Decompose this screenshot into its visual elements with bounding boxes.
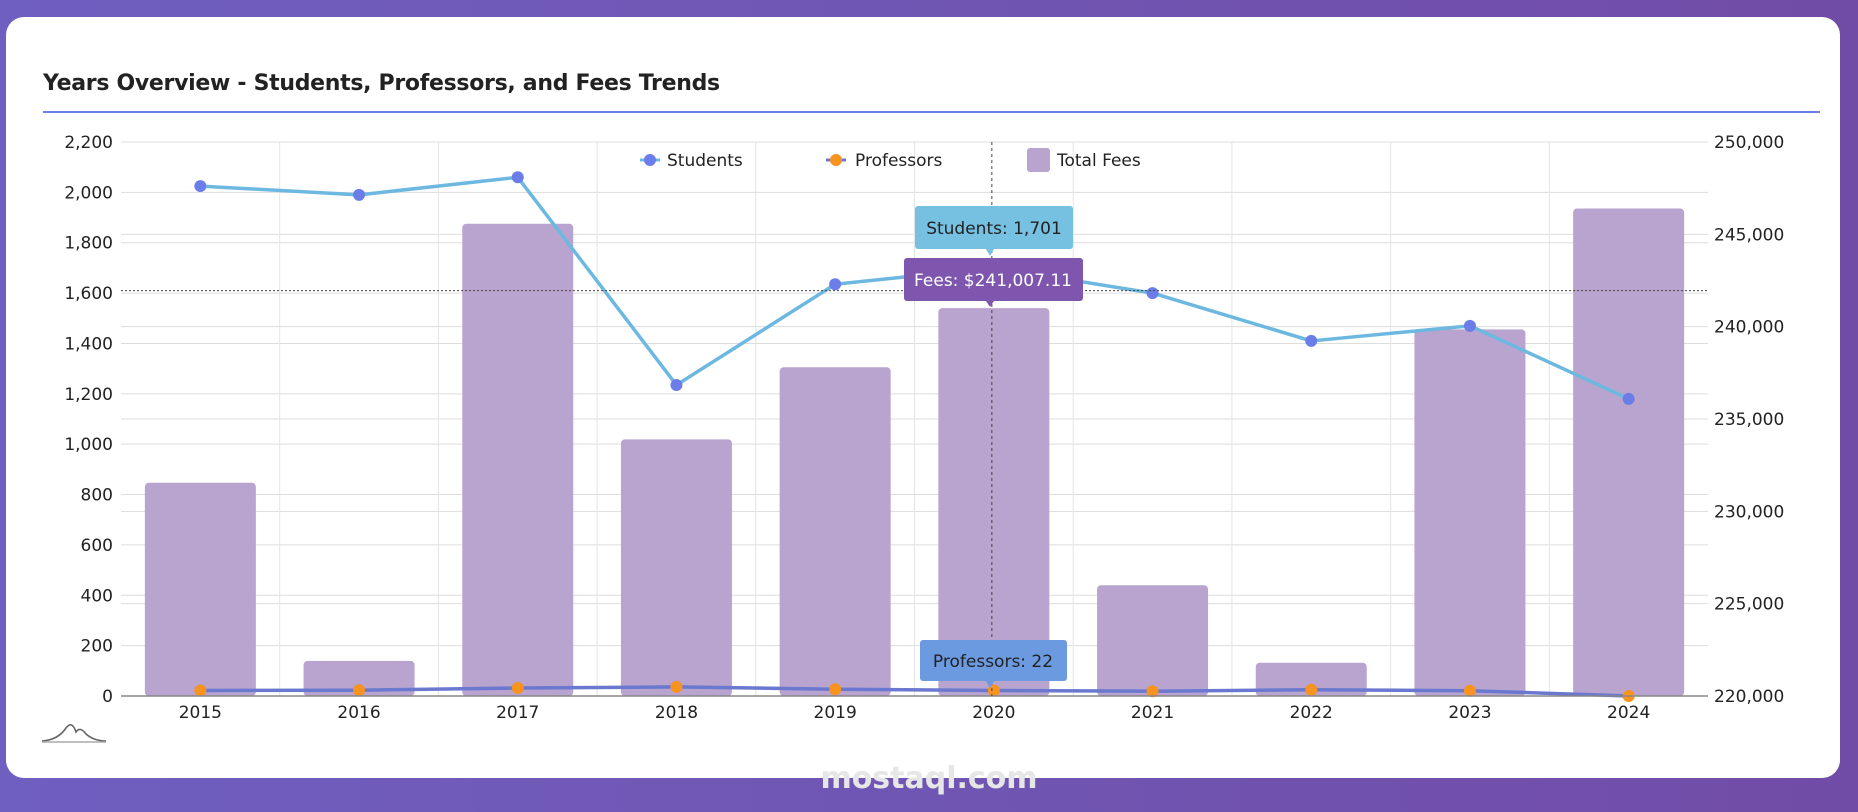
tooltip-fees: Fees: $241,007.11 <box>904 258 1083 307</box>
fees-bar-2021 <box>1097 585 1209 696</box>
x-tick-label: 2019 <box>814 703 857 723</box>
card-title: Years Overview - Students, Professors, a… <box>43 71 720 96</box>
fees-bar-2015 <box>144 482 256 696</box>
students-point-2019 <box>829 278 842 291</box>
y-right-tick-label: 225,000 <box>1714 595 1784 615</box>
fees-bar-2023 <box>1414 329 1526 696</box>
professors-point-2018 <box>670 680 683 693</box>
tooltip-professors-text: Professors: 22 <box>933 652 1053 672</box>
fees-bar-2024 <box>1573 208 1685 697</box>
tooltip-professors: Professors: 22 <box>920 640 1067 688</box>
tooltip-students-text: Students: 1,701 <box>926 219 1062 239</box>
fees-bar-2020 <box>938 308 1050 696</box>
professors-point-2023 <box>1463 684 1476 697</box>
legend-fees-label: Total Fees <box>1056 151 1141 171</box>
professors-point-2015 <box>194 684 207 697</box>
students-point-2021 <box>1146 287 1159 300</box>
x-tick-label: 2022 <box>1290 703 1333 723</box>
y-right-tick-label: 240,000 <box>1714 318 1784 338</box>
y-left-tick-label: 600 <box>81 536 113 556</box>
students-point-2015 <box>194 180 207 193</box>
y-left-tick-label: 1,800 <box>64 234 113 254</box>
y-right-tick-label: 245,000 <box>1714 225 1784 245</box>
students-point-2023 <box>1463 319 1476 332</box>
legend[interactable]: Students Professors Total Fees <box>640 148 1141 172</box>
y-left-tick-label: 1,000 <box>64 435 113 455</box>
y-left-tick-label: 1,600 <box>64 284 113 304</box>
legend-item-professors[interactable]: Professors <box>826 151 943 171</box>
y-left-tick-label: 2,000 <box>64 183 113 203</box>
tooltip-fees-text: Fees: $241,007.11 <box>914 271 1072 291</box>
y-right-tick-label: 220,000 <box>1714 687 1784 707</box>
x-tick-label: 2015 <box>179 703 222 723</box>
professors-point-2016 <box>353 684 366 697</box>
legend-item-total-fees[interactable]: Total Fees <box>1027 148 1141 172</box>
x-tick-label: 2018 <box>655 703 698 723</box>
students-point-2018 <box>670 379 683 392</box>
fees-bar-2019 <box>779 367 891 696</box>
fees-bar-2017 <box>462 223 574 697</box>
professors-point-2020 <box>987 684 1000 697</box>
students-point-2017 <box>511 171 524 184</box>
legend-professors-label: Professors <box>855 151 943 171</box>
x-tick-label: 2020 <box>972 703 1015 723</box>
tooltip-students: Students: 1,701 <box>915 206 1073 256</box>
fees-bar-2018 <box>620 439 732 696</box>
y-right-tick-label: 230,000 <box>1714 502 1784 522</box>
students-point-2024 <box>1622 392 1635 405</box>
students-point-2022 <box>1305 334 1318 347</box>
x-tick-label: 2023 <box>1448 703 1491 723</box>
tooltips: Students: 1,701 Fees: $241,007.11 Profes… <box>904 206 1083 688</box>
y-left-tick-label: 800 <box>81 486 113 506</box>
professors-point-2021 <box>1146 685 1159 698</box>
x-tick-label: 2017 <box>496 703 539 723</box>
legend-students-label: Students <box>667 151 743 171</box>
professors-point-2017 <box>511 681 524 694</box>
legend-students-marker <box>644 154 656 166</box>
legend-professors-marker <box>830 154 842 166</box>
professors-line <box>200 685 1629 698</box>
watermark: mostaql.com <box>820 761 1037 796</box>
title-divider <box>43 111 1820 113</box>
y-left-tick-label: 0 <box>102 687 113 707</box>
y-left-tick-label: 400 <box>81 586 113 606</box>
x-tick-label: 2016 <box>337 703 380 723</box>
y-right-tick-label: 250,000 <box>1714 133 1784 153</box>
y-left-tick-label: 1,400 <box>64 334 113 354</box>
professors-point-2019 <box>829 683 842 696</box>
fees-bar-2016 <box>303 660 415 696</box>
x-tick-label: 2024 <box>1607 703 1650 723</box>
legend-item-students[interactable]: Students <box>640 151 743 171</box>
fees-bars <box>144 208 1685 697</box>
y-left-tick-label: 2,200 <box>64 133 113 153</box>
distribution-icon[interactable] <box>41 724 107 743</box>
x-tick-label: 2021 <box>1131 703 1174 723</box>
y-left-tick-label: 200 <box>81 637 113 657</box>
legend-fees-swatch <box>1027 148 1050 172</box>
y-left-tick-label: 1,200 <box>64 385 113 405</box>
fees-bar-2022 <box>1255 662 1367 696</box>
professors-point-2022 <box>1305 683 1318 696</box>
axes: 0 200 400 600 800 1,000 1,200 1,400 1,600 1,800 2,… <box>64 133 1784 723</box>
y-right-tick-label: 235,000 <box>1714 410 1784 430</box>
students-point-2016 <box>353 188 366 201</box>
